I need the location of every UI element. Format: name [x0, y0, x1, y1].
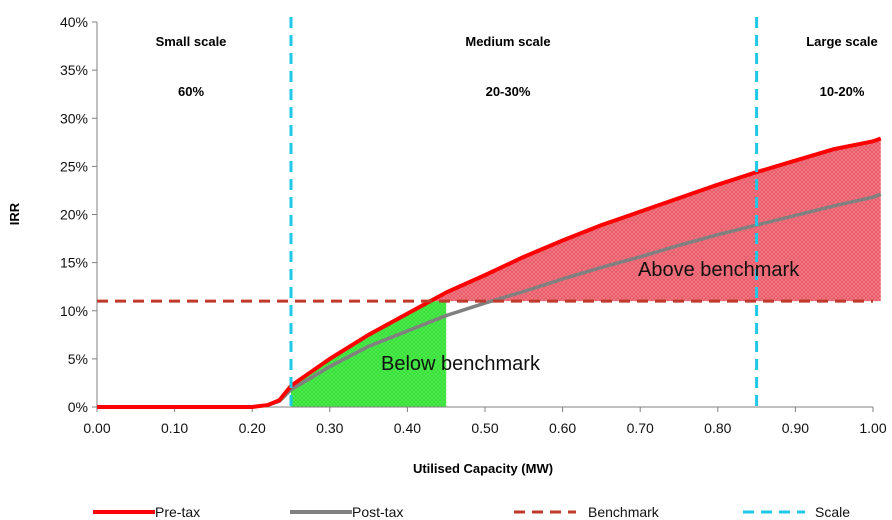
y-tick-label: 35% [60, 62, 88, 78]
y-tick-label: 20% [60, 207, 88, 223]
region-share-medium: 20-30% [486, 84, 531, 99]
series-line-pre-tax [97, 136, 882, 409]
x-tick-label: 0.50 [471, 420, 498, 436]
reference-lines [97, 17, 873, 407]
x-tick-label: 0.30 [316, 420, 343, 436]
region-labels: Small scale 60% Medium scale 20-30% Larg… [156, 34, 878, 99]
x-tick-label: 0.10 [161, 420, 188, 436]
x-tick-label: 0.60 [549, 420, 576, 436]
x-tick-label: 0.40 [394, 420, 421, 436]
y-tick-label: 30% [60, 110, 88, 126]
x-tick-label: 0.70 [627, 420, 654, 436]
series-lines [97, 136, 882, 409]
above-benchmark-area [430, 138, 881, 302]
legend-label-benchmark: Benchmark [588, 504, 660, 520]
y-tick-label: 40% [60, 14, 88, 30]
legend-label-scale: Scale [815, 504, 850, 520]
x-tick-label: 0.00 [83, 420, 110, 436]
x-tick-label: 0.80 [704, 420, 731, 436]
x-axis-title: Utilised Capacity (MW) [413, 461, 553, 476]
legend-label-post-tax: Post-tax [352, 504, 403, 520]
axes: 0% 5% 10% 15% 20% 25% 30% 35% 40% 0.00 0.10 0.20 0.3… [60, 14, 887, 436]
x-tick-label: 0.20 [239, 420, 266, 436]
region-share-small: 60% [178, 84, 204, 99]
below-benchmark-area [291, 301, 447, 407]
region-label-large: Large scale [806, 34, 878, 49]
annotation-above-benchmark: Above benchmark [638, 259, 800, 281]
region-label-small: Small scale [156, 34, 227, 49]
legend-label-pre-tax: Pre-tax [155, 504, 200, 520]
y-axis-title: IRR [7, 202, 22, 225]
y-tick-label: 25% [60, 158, 88, 174]
annotation-below-benchmark: Below benchmark [381, 353, 541, 375]
legend: Pre-tax Post-tax Benchmark Scale [93, 504, 850, 520]
x-tick-label: 1.00 [859, 420, 886, 436]
region-label-medium: Medium scale [465, 34, 550, 49]
y-tick-label: 5% [68, 351, 88, 367]
y-tick-label: 10% [60, 303, 88, 319]
y-tick-label: 0% [68, 399, 88, 415]
y-tick-label: 15% [60, 255, 88, 271]
region-share-large: 10-20% [820, 84, 865, 99]
x-tick-label: 0.90 [782, 420, 809, 436]
shaded-areas [291, 138, 881, 407]
